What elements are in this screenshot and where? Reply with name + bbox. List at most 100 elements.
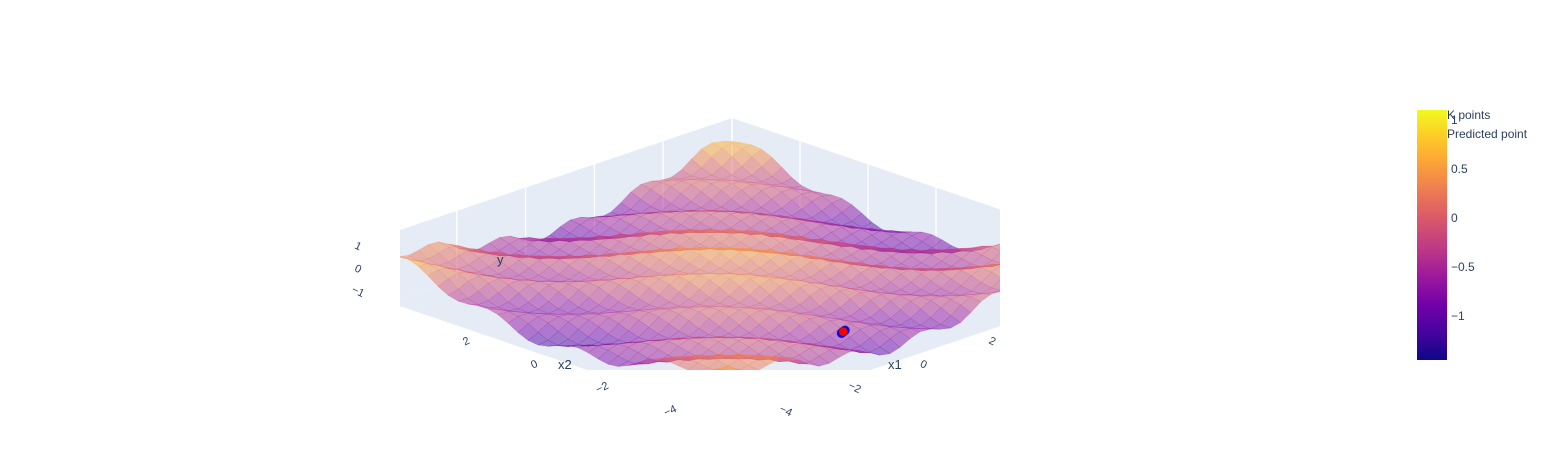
- surface-cell: [648, 308, 670, 318]
- y-tick-label: 0: [353, 263, 364, 276]
- surface-cell: [1011, 274, 1031, 288]
- colorbar: −1 −0.5 0 0.5 1: [1417, 110, 1475, 360]
- surface-cell: [478, 252, 500, 267]
- surface-cell: [1022, 259, 1042, 262]
- surface-cell: [1012, 261, 1032, 274]
- surface-cell: [497, 301, 519, 311]
- surface-cell: [880, 281, 902, 294]
- surface-cell: [1042, 254, 1062, 259]
- colorbar-tick-label: 0: [1451, 211, 1458, 225]
- surface-cell: [427, 263, 449, 270]
- surface-cell: [529, 255, 550, 261]
- surface-cell: [518, 267, 540, 281]
- x1-axis-title: x1: [888, 357, 902, 372]
- colorbar-tick-label: −1: [1451, 309, 1465, 323]
- surface-cell: [971, 254, 993, 268]
- surface-cell: [558, 299, 580, 314]
- y-axis-ticks: −1 0 1: [350, 240, 366, 300]
- surface-cell: [790, 279, 811, 283]
- surface-cell: [1002, 261, 1022, 268]
- surface-cell: [860, 281, 882, 292]
- surface-cell: [447, 272, 469, 290]
- surface-cell: [661, 176, 682, 181]
- surface-cell: [702, 367, 716, 370]
- surface-cell: [508, 254, 530, 261]
- surface-cell: [1001, 284, 1021, 291]
- surface-cell: [1012, 259, 1032, 262]
- surface-cell: [637, 359, 659, 365]
- surface-cell: [660, 203, 682, 213]
- surface-cell: [488, 251, 510, 260]
- surface-cell: [850, 288, 871, 293]
- 3d-scene[interactable]: [388, 118, 1072, 418]
- surface-cell: [478, 266, 500, 277]
- surface-cell: [438, 247, 459, 263]
- surface-cell: [1022, 263, 1042, 279]
- surface-cell: [547, 344, 569, 347]
- surface-cell: [1001, 268, 1021, 284]
- surface-cell: [1052, 253, 1072, 256]
- y-tick-label: −1: [350, 284, 366, 300]
- surface-cell: [1002, 243, 1022, 256]
- surface-cell: [699, 261, 721, 274]
- surface-trace: [400, 140, 1072, 370]
- surface-cell: [498, 235, 520, 245]
- surface-cell: [1032, 257, 1052, 269]
- surface-cell: [477, 300, 499, 309]
- surface-cell: [638, 327, 660, 341]
- surface-cell: [1012, 247, 1032, 260]
- legend-entry-label[interactable]: K points: [1447, 108, 1490, 122]
- surface-cell: [890, 293, 911, 296]
- surface-cell: [739, 274, 760, 279]
- x2-tick-label: −4: [662, 403, 678, 419]
- surface-cell: [448, 255, 469, 270]
- surface-cell: [738, 364, 759, 370]
- surface-cell: [910, 267, 932, 274]
- surface-cell: [1002, 262, 1022, 265]
- surface-cell: [1022, 251, 1042, 260]
- surface-cell: [437, 267, 459, 280]
- surface-cell: [899, 318, 921, 329]
- surface-cell: [900, 281, 922, 295]
- surface-cell: [990, 279, 1000, 291]
- predicted-point[interactable]: [838, 326, 849, 337]
- y-axis-title: y: [497, 252, 504, 267]
- surface-cell: [950, 285, 972, 296]
- colorbar-tick-label: −0.5: [1451, 260, 1475, 274]
- surface-cell: [547, 331, 569, 346]
- surface-cell: [588, 343, 609, 347]
- surface-cell: [651, 179, 672, 183]
- surface-cell: [488, 278, 509, 293]
- surface-cell: [1032, 256, 1052, 259]
- surface-cell: [778, 333, 800, 343]
- surface-cell: [709, 268, 731, 275]
- surface-cell: [728, 336, 749, 341]
- surface-cell: [748, 302, 771, 309]
- surface-cell: [428, 252, 449, 266]
- x1-tick-label: −2: [846, 380, 862, 396]
- surface-cell: [971, 292, 992, 295]
- x2-axis-ticks: −4 −2 0 2: [461, 335, 679, 419]
- surface-cell: [910, 294, 931, 297]
- legend[interactable]: K points Predicted point: [1447, 108, 1528, 141]
- surface-cell: [1032, 255, 1052, 260]
- surface-cell: [1012, 260, 1032, 264]
- surface-cell: [748, 354, 769, 360]
- surface-cell: [1022, 257, 1042, 263]
- surface-cell: [699, 306, 720, 308]
- legend-entry-label[interactable]: Predicted point: [1447, 127, 1528, 141]
- surface-cell: [669, 305, 690, 309]
- surface-cell: [447, 288, 469, 302]
- x2-tick-label: −2: [594, 380, 610, 396]
- surface-cell: [498, 309, 519, 313]
- surface-cell: [528, 274, 550, 282]
- surface-cell: [627, 362, 649, 366]
- surface-cell: [498, 254, 520, 268]
- surface-cell: [588, 312, 609, 315]
- colorbar-gradient: [1417, 110, 1447, 360]
- x1-axis-ticks: −4 −2 0 2: [778, 335, 998, 419]
- surface-cell: [728, 324, 750, 338]
- surface-cell: [712, 368, 725, 370]
- surface-cell: [687, 336, 710, 344]
